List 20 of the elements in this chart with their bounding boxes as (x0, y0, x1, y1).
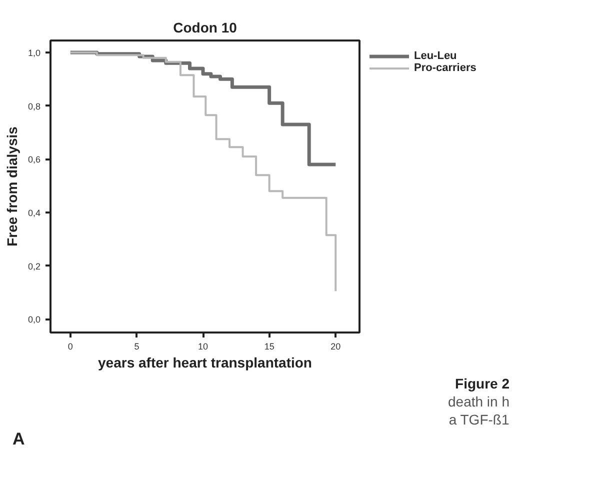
y-tick-label: 0,4 (28, 208, 41, 218)
y-tick-label: 0,8 (28, 101, 41, 112)
y-tick-label: 0,0 (28, 314, 41, 325)
caption: Figure 2 (455, 376, 510, 392)
y-tick-label: 0,6 (28, 154, 41, 165)
text: a TGF-ß1 (448, 412, 510, 428)
x-axis-title: years after heart transplantation (98, 354, 312, 370)
x-tick-label: 0 (68, 342, 73, 352)
y-axis-title: Free from dialysis (4, 126, 20, 246)
x-tick-label: 20 (330, 342, 341, 352)
y-tick-label: 0,2 (28, 261, 41, 272)
y-tick-label: 1,0 (28, 48, 41, 58)
text: death in h (448, 394, 510, 410)
text: A (12, 430, 25, 448)
x-tick-label: 10 (198, 342, 208, 352)
legend-label: Pro-carriers (414, 62, 476, 74)
chart-title: Codon 10 (173, 20, 238, 36)
x-tick-label: 5 (134, 342, 140, 352)
x-tick-label: 15 (264, 342, 274, 352)
legend-label: Leu-Leu (414, 50, 457, 62)
